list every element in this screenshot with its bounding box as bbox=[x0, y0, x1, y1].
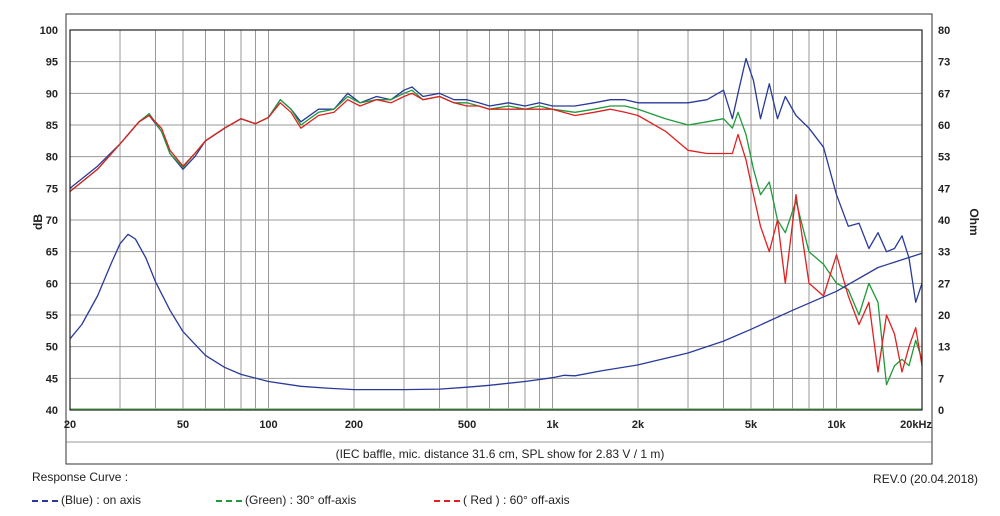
x-tick-label: 1k bbox=[546, 419, 559, 431]
y-right-tick-label: 0 bbox=[938, 405, 944, 417]
legend-item-red: ( Red ) : 60° off-axis bbox=[434, 493, 570, 507]
y-right-tick-label: 80 bbox=[938, 25, 950, 37]
plot-border bbox=[69, 29, 923, 411]
series-line-0 bbox=[69, 57, 923, 303]
y-left-tick-label: 65 bbox=[46, 247, 58, 259]
legend-label-green: (Green) : 30° off-axis bbox=[245, 493, 357, 507]
y-right-tick-label: 7 bbox=[938, 373, 944, 385]
x-tick-label: 20kHz bbox=[900, 419, 932, 431]
y-right-tick-label: 60 bbox=[938, 120, 950, 132]
y-left-tick-label: 95 bbox=[46, 57, 58, 69]
chart-frame-outer bbox=[65, 13, 933, 465]
series-line-3 bbox=[69, 233, 923, 391]
x-tick-label: 10k bbox=[827, 419, 846, 431]
y-axis-right-label: Ohm bbox=[967, 208, 981, 235]
chart-caption: (IEC baffle, mic. distance 31.6 cm, SPL … bbox=[336, 447, 665, 461]
response-curve-label: Response Curve : bbox=[32, 470, 129, 484]
revision-label: REV.0 (20.04.2018) bbox=[873, 472, 978, 486]
y-axis-left-label: dB bbox=[31, 214, 45, 230]
x-tick-label: 20 bbox=[64, 419, 76, 431]
y-left-tick-label: 55 bbox=[46, 310, 58, 322]
legend-swatch-green bbox=[216, 499, 242, 502]
y-right-tick-label: 20 bbox=[938, 310, 950, 322]
x-axis-ticks: 20 50 100 200 500 1k 2k 5k 10k 20kHz bbox=[64, 419, 933, 431]
y-left-tick-label: 100 bbox=[40, 25, 58, 37]
chart-svg: 40 45 50 55 60 65 70 75 80 85 90 95 100 0 7 13 20 27 33 40 4… bbox=[31, 13, 981, 465]
y-right-tick-label: 13 bbox=[938, 342, 950, 354]
legend-item-blue: (Blue) : on axis bbox=[32, 493, 141, 507]
x-tick-label: 50 bbox=[177, 419, 189, 431]
y-right-tick-label: 47 bbox=[938, 183, 950, 195]
y-right-tick-label: 33 bbox=[938, 247, 950, 259]
y-left-tick-label: 60 bbox=[46, 278, 58, 290]
x-tick-label: 5k bbox=[745, 419, 758, 431]
y-right-tick-label: 27 bbox=[938, 278, 950, 290]
y-left-tick-label: 90 bbox=[46, 88, 58, 100]
y-right-tick-label: 73 bbox=[938, 57, 950, 69]
x-tick-label: 100 bbox=[259, 419, 277, 431]
x-tick-label: 2k bbox=[632, 419, 645, 431]
chart-grid bbox=[70, 30, 922, 410]
y-left-tick-label: 40 bbox=[46, 405, 58, 417]
y-left-tick-label: 75 bbox=[46, 183, 58, 195]
legend-label-red: ( Red ) : 60° off-axis bbox=[463, 493, 570, 507]
legend-swatch-blue bbox=[32, 499, 58, 502]
y-right-tick-label: 40 bbox=[938, 215, 950, 227]
chart-series bbox=[69, 57, 923, 391]
y-left-tick-label: 85 bbox=[46, 120, 58, 132]
series-line-1 bbox=[69, 89, 923, 386]
y-right-tick-label: 53 bbox=[938, 152, 950, 164]
legend-label-blue: (Blue) : on axis bbox=[61, 493, 142, 507]
y-left-tick-label: 70 bbox=[46, 215, 58, 227]
y-axis-ticks: 40 45 50 55 60 65 70 75 80 85 90 95 100 0 7 13 20 27 33 40 4… bbox=[40, 25, 951, 417]
legend-swatch-red bbox=[434, 499, 460, 502]
series-line-2 bbox=[69, 92, 923, 373]
legend-item-green: (Green) : 30° off-axis bbox=[216, 493, 356, 507]
x-tick-label: 200 bbox=[345, 419, 363, 431]
y-left-tick-label: 45 bbox=[46, 373, 58, 385]
y-left-tick-label: 80 bbox=[46, 152, 58, 164]
y-left-tick-label: 50 bbox=[46, 342, 58, 354]
x-tick-label: 500 bbox=[458, 419, 476, 431]
y-right-tick-label: 67 bbox=[938, 88, 950, 100]
